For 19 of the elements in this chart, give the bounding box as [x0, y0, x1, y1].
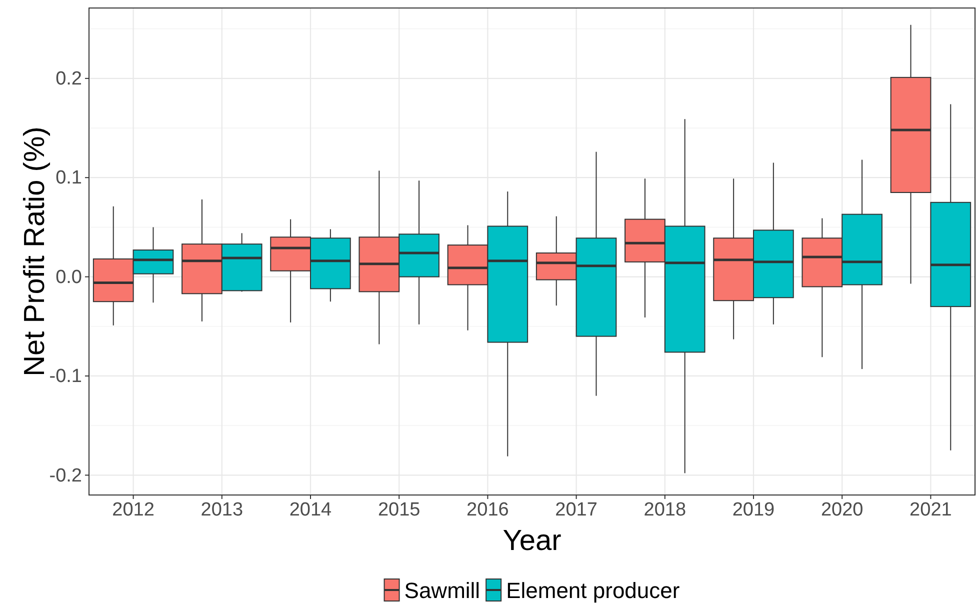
x-tick-label: 2014 — [289, 499, 332, 520]
legend-label: Sawmill — [404, 578, 480, 603]
y-tick-label: 0.0 — [56, 266, 82, 288]
x-tick-label: 2013 — [200, 499, 244, 520]
x-tick-label: 2017 — [555, 499, 598, 520]
x-tick-label: 2021 — [910, 499, 952, 520]
legend-label: Element producer — [506, 578, 680, 603]
x-tick-label: 2018 — [644, 499, 686, 520]
y-tick-label: -0.1 — [49, 366, 82, 388]
x-tick-label: 2015 — [378, 499, 420, 520]
x-tick-label: 2016 — [466, 499, 509, 520]
x-tick-label: 2019 — [732, 499, 775, 520]
y-tick-label: 0.2 — [56, 68, 82, 90]
y-tick-label: -0.2 — [49, 465, 82, 486]
x-axis-title: Year — [502, 525, 562, 557]
y-tick-label: 0.1 — [56, 168, 82, 189]
x-tick-label: 2020 — [820, 499, 864, 520]
x-tick-label: 2012 — [112, 499, 154, 520]
y-axis-title: Net Profit Ratio (%) — [19, 126, 51, 376]
